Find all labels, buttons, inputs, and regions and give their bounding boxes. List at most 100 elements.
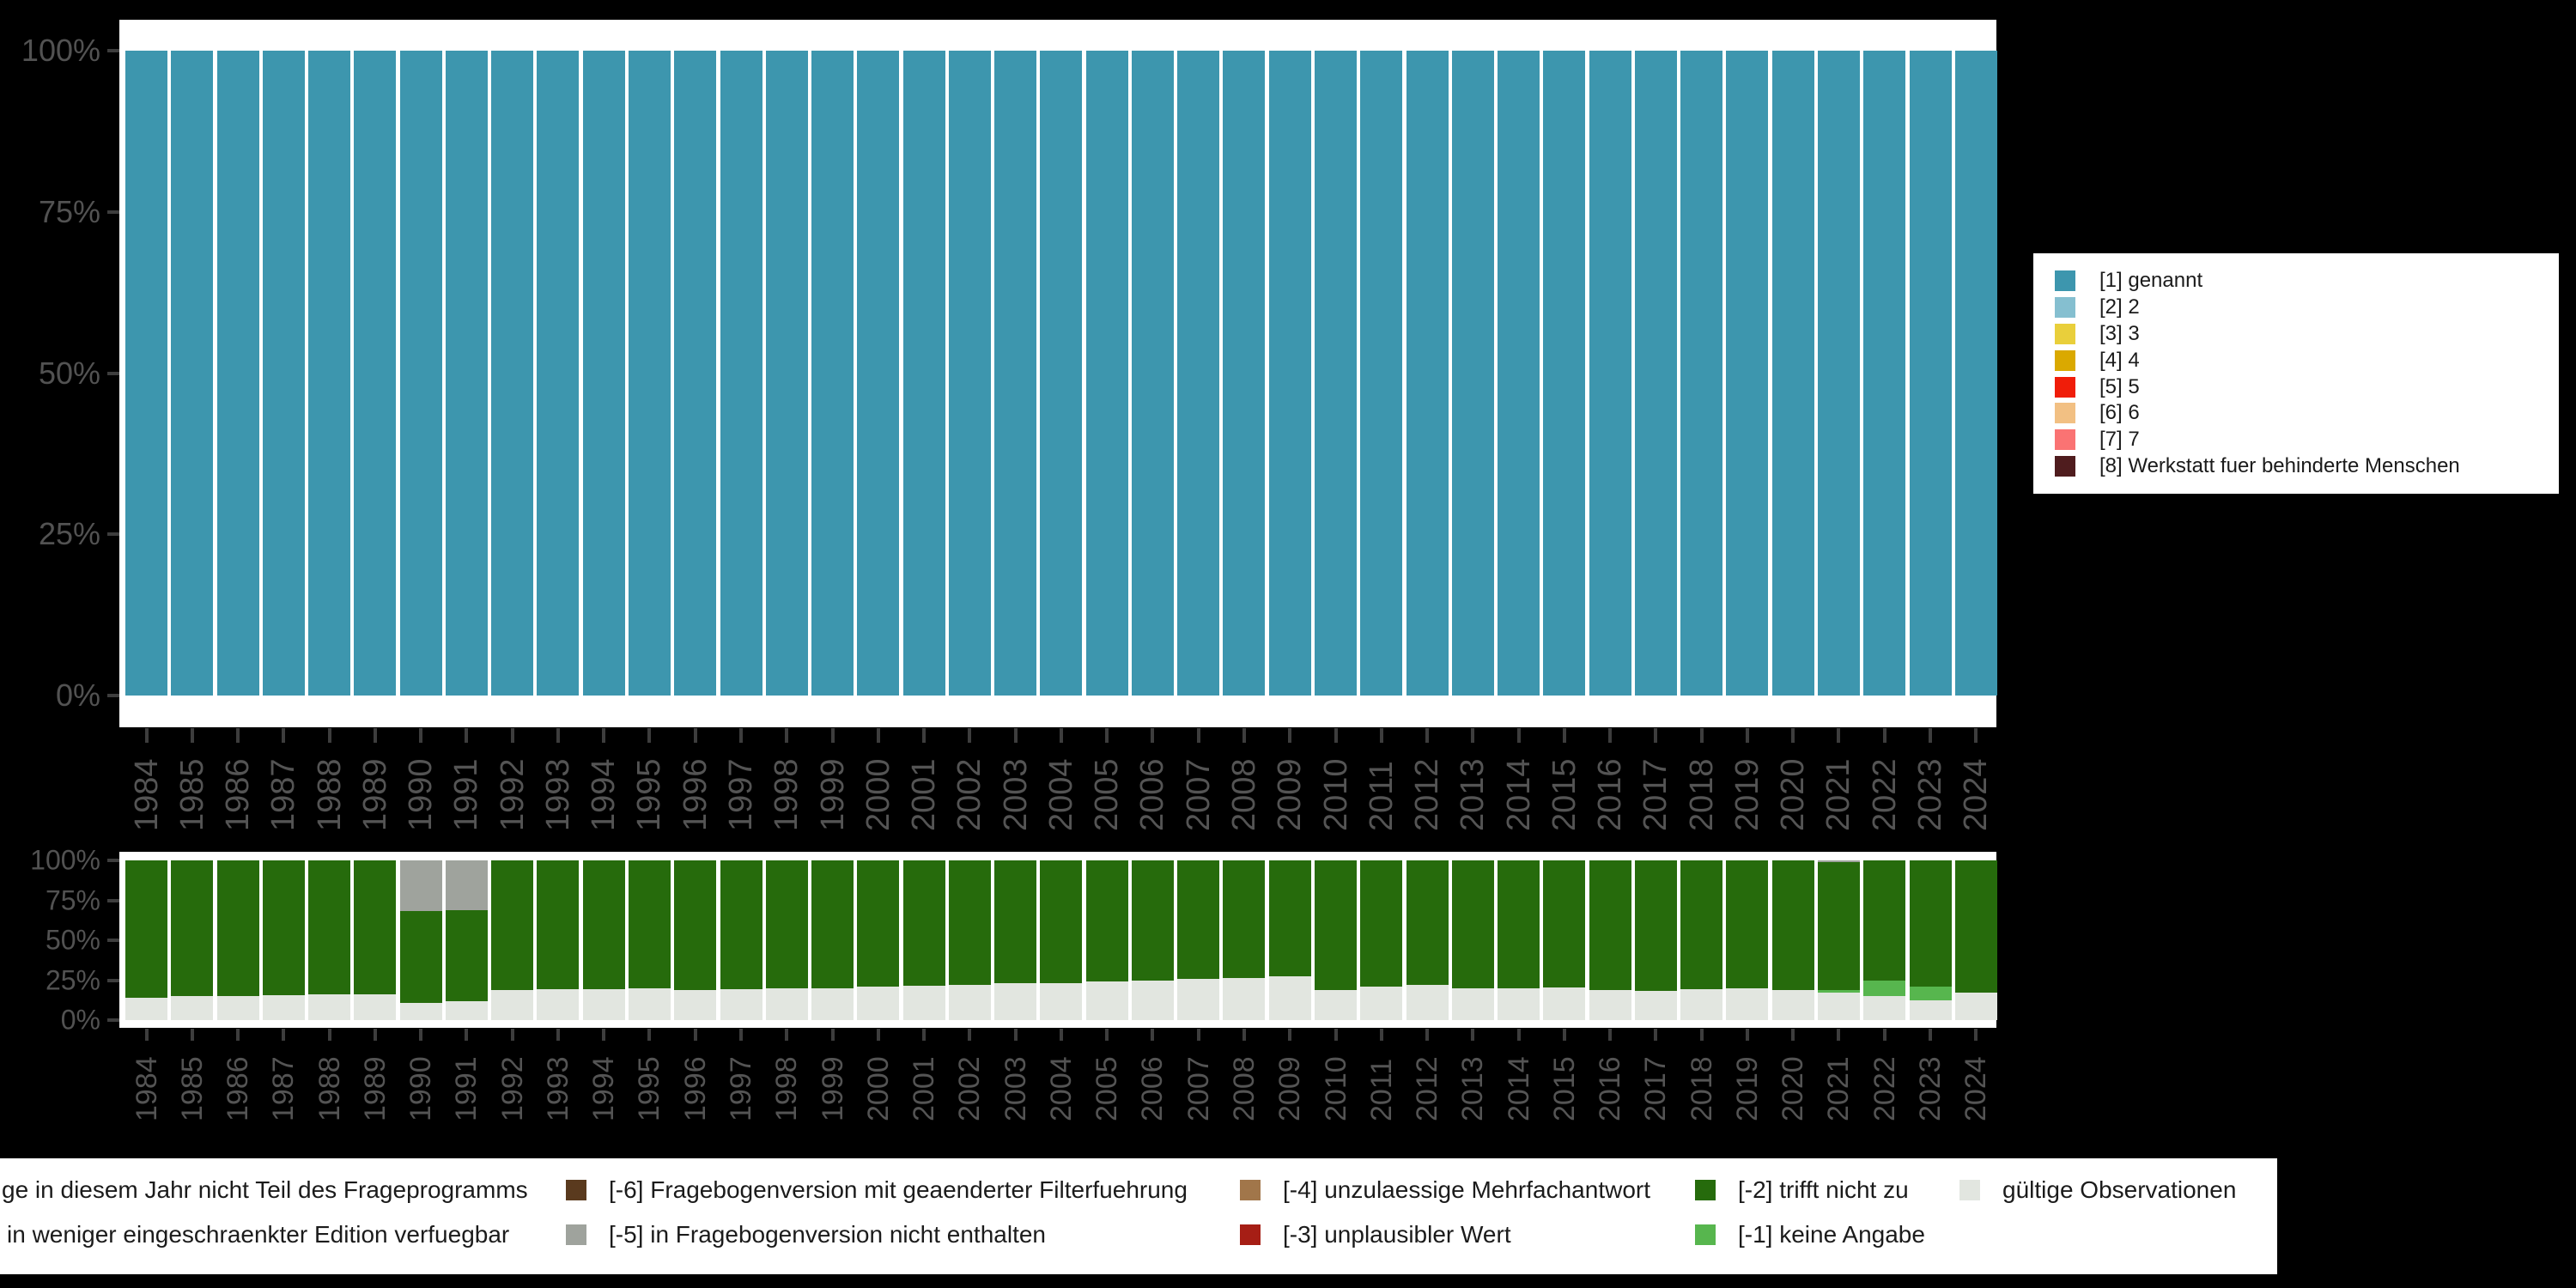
x-axis-year-label: 2013	[1456, 1056, 1490, 1121]
x-axis-tick	[1516, 1029, 1521, 1041]
x-axis-tick	[1837, 1029, 1841, 1041]
bar-2006-segment-0	[1131, 980, 1174, 1020]
x-axis-year-label: 2004	[1044, 1056, 1078, 1121]
bar-2009-segment-0	[1268, 51, 1311, 696]
x-axis-tick	[1425, 1029, 1430, 1041]
x-axis-year-label: 2014	[1500, 758, 1537, 831]
bar-2021-segment-0	[1817, 51, 1860, 696]
x-axis-tick	[1654, 728, 1658, 743]
legend-item: [7] 7	[2055, 427, 2559, 453]
x-axis-tick	[922, 1029, 927, 1041]
x-axis-year-label: 1986	[220, 758, 257, 831]
x-axis-year-label: 1990	[404, 1056, 438, 1121]
x-axis-tick	[739, 1029, 743, 1041]
bar-1985-segment-0	[171, 51, 214, 696]
x-axis-year-label: 2005	[1091, 1056, 1124, 1121]
x-axis-year-label: 1996	[677, 758, 714, 831]
bar-2021-segment-3	[1817, 860, 1860, 862]
x-axis-tick	[830, 728, 835, 743]
x-axis-tick	[602, 1029, 606, 1041]
x-axis-year-label: 1988	[311, 758, 348, 831]
bar-1993-segment-0	[537, 988, 580, 1020]
bar-2018-segment-0	[1680, 51, 1723, 696]
x-axis-tick	[1334, 728, 1338, 743]
x-axis-tick	[647, 728, 652, 743]
bar-2008-segment-2	[1223, 860, 1266, 978]
x-axis-tick	[1791, 728, 1795, 743]
bar-1988-segment-0	[308, 994, 351, 1020]
y-axis-label: 50%	[38, 355, 100, 391]
x-axis-tick	[1974, 1029, 1978, 1041]
bar-2024-segment-2	[1954, 860, 1997, 993]
x-axis-year-label: 1985	[175, 1056, 209, 1121]
x-axis-year-label: 1989	[358, 1056, 392, 1121]
x-axis-year-label: 2012	[1411, 1056, 1444, 1121]
bar-2009-segment-2	[1268, 860, 1311, 976]
x-axis-year-label: 1999	[814, 758, 851, 831]
legend-item-label: [-5] in Fragebogenversion nicht enthalte…	[609, 1221, 1046, 1248]
x-axis-year-label: 2001	[908, 1056, 941, 1121]
bar-1999-segment-0	[811, 987, 854, 1020]
x-axis-tick	[1379, 728, 1383, 743]
x-axis-tick	[1791, 1029, 1795, 1041]
y-axis-label: 75%	[45, 884, 100, 915]
legend-item-label: [-3] unplausibler Wert	[1283, 1221, 1511, 1248]
bar-2002-segment-0	[948, 985, 991, 1020]
legend-item-label: [-6] Fragebogenversion mit geaenderter F…	[609, 1176, 1188, 1203]
bar-1994-segment-0	[582, 988, 625, 1020]
bar-2010-segment-2	[1315, 860, 1358, 990]
bar-2024-segment-0	[1954, 993, 1997, 1020]
legend-right: [1] genannt [2] 2 [3] 3 [4] 4 [5] 5 [6] 6 [7] …	[2033, 253, 2559, 494]
x-axis-tick	[1516, 728, 1521, 743]
bar-1990-segment-2	[399, 910, 442, 1003]
bar-2021-segment-0	[1817, 993, 1860, 1020]
bar-2018-segment-2	[1680, 860, 1723, 989]
x-axis-tick	[1745, 728, 1749, 743]
legend-item: [8] Werkstatt fuer behinderte Menschen	[2055, 453, 2559, 480]
legend-item-label: [-2] trifft nicht zu	[1738, 1176, 1909, 1203]
x-axis-year-label: 2008	[1227, 1056, 1261, 1121]
bar-1995-segment-2	[628, 860, 671, 988]
x-axis-year-label: 2018	[1683, 758, 1720, 831]
x-axis-tick	[465, 728, 469, 743]
x-axis-year-label: 1987	[265, 758, 302, 831]
bar-2020-segment-2	[1771, 860, 1814, 990]
legend-item-label: ge in diesem Jahr nicht Teil des Fragepr…	[2, 1176, 528, 1203]
x-axis-tick	[830, 1029, 835, 1041]
bar-2007-segment-0	[1177, 978, 1220, 1020]
bar-2015-segment-2	[1543, 860, 1586, 987]
top-chart-panel	[119, 20, 1997, 727]
bar-2018-segment-0	[1680, 988, 1723, 1020]
x-axis-year-label: 1998	[769, 758, 805, 831]
bar-1984-segment-0	[125, 997, 167, 1020]
bar-1988-segment-2	[308, 860, 351, 995]
bar-2008-segment-0	[1223, 51, 1266, 696]
x-axis-tick	[419, 1029, 423, 1041]
x-axis-year-label: 1991	[448, 758, 485, 831]
x-axis-tick	[1562, 728, 1566, 743]
bar-2015-segment-0	[1543, 51, 1586, 696]
legend-swatch-icon	[566, 1180, 586, 1200]
bar-2007-segment-0	[1177, 51, 1220, 696]
bar-2011-segment-2	[1360, 860, 1403, 987]
bar-2020-segment-0	[1771, 989, 1814, 1020]
x-axis-year-label: 2001	[906, 758, 943, 831]
legend-swatch-icon	[2055, 429, 2075, 451]
x-axis-year-label: 2019	[1728, 758, 1765, 831]
x-axis-tick	[1608, 728, 1613, 743]
x-axis-tick	[876, 728, 880, 743]
legend-item: [2] 2	[2055, 295, 2559, 321]
x-axis-year-label: 2016	[1594, 1056, 1627, 1121]
x-axis-tick	[1379, 1029, 1383, 1041]
x-axis-tick	[556, 1029, 560, 1041]
x-axis-year-label: 2000	[861, 1056, 895, 1121]
legend-item-label: [3] 3	[2099, 321, 2140, 345]
legend-item-label: [5] 5	[2099, 374, 2140, 398]
bar-1993-segment-2	[537, 860, 580, 989]
bar-1990-segment-0	[399, 1002, 442, 1020]
bar-2016-segment-0	[1589, 989, 1631, 1020]
bar-2000-segment-0	[857, 51, 900, 696]
x-axis-year-label: 2010	[1317, 758, 1354, 831]
bar-1987-segment-0	[262, 995, 305, 1020]
x-axis-tick	[282, 1029, 286, 1041]
